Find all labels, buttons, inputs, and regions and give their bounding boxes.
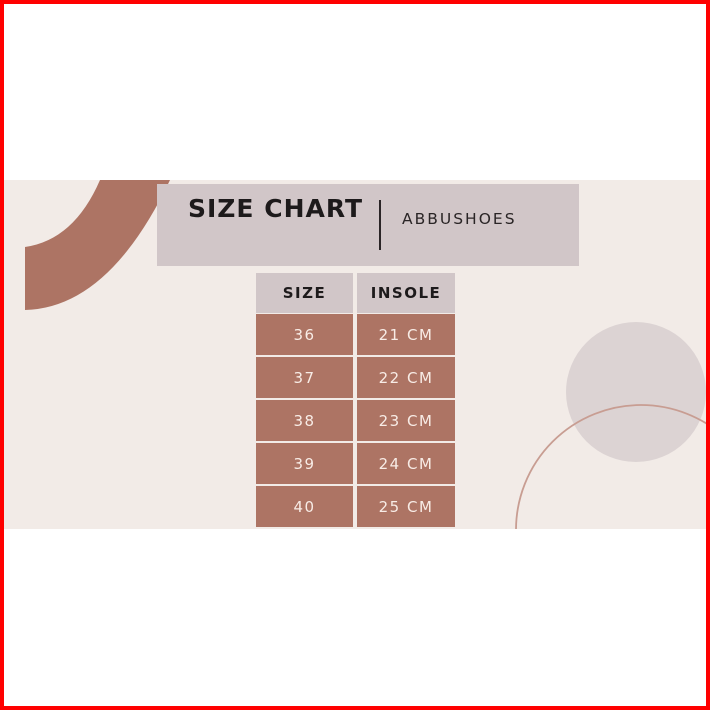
- insole-cell: 22 CM: [357, 357, 455, 398]
- column-header-size: SIZE: [256, 273, 353, 313]
- size-cell: 37: [256, 357, 353, 398]
- decorative-gray-circle: [566, 322, 706, 462]
- insole-cell: 21 CM: [357, 314, 455, 355]
- insole-cell: 24 CM: [357, 443, 455, 484]
- size-cell: 39: [256, 443, 353, 484]
- size-cell: 36: [256, 314, 353, 355]
- column-header-insole: INSOLE: [357, 273, 455, 313]
- size-cell: 38: [256, 400, 353, 441]
- decorative-shapes: [25, 180, 706, 529]
- decorative-ring: [515, 404, 706, 529]
- size-cell: 40: [256, 486, 353, 527]
- header-box: SIZE CHART ABBUSHOES: [157, 184, 579, 266]
- insole-cell: 25 CM: [357, 486, 455, 527]
- header-divider: [379, 200, 381, 250]
- decorative-arc-shape: [25, 180, 170, 310]
- insole-cell: 23 CM: [357, 400, 455, 441]
- page-title: SIZE CHART: [188, 194, 364, 223]
- brand-name: ABBUSHOES: [402, 210, 517, 228]
